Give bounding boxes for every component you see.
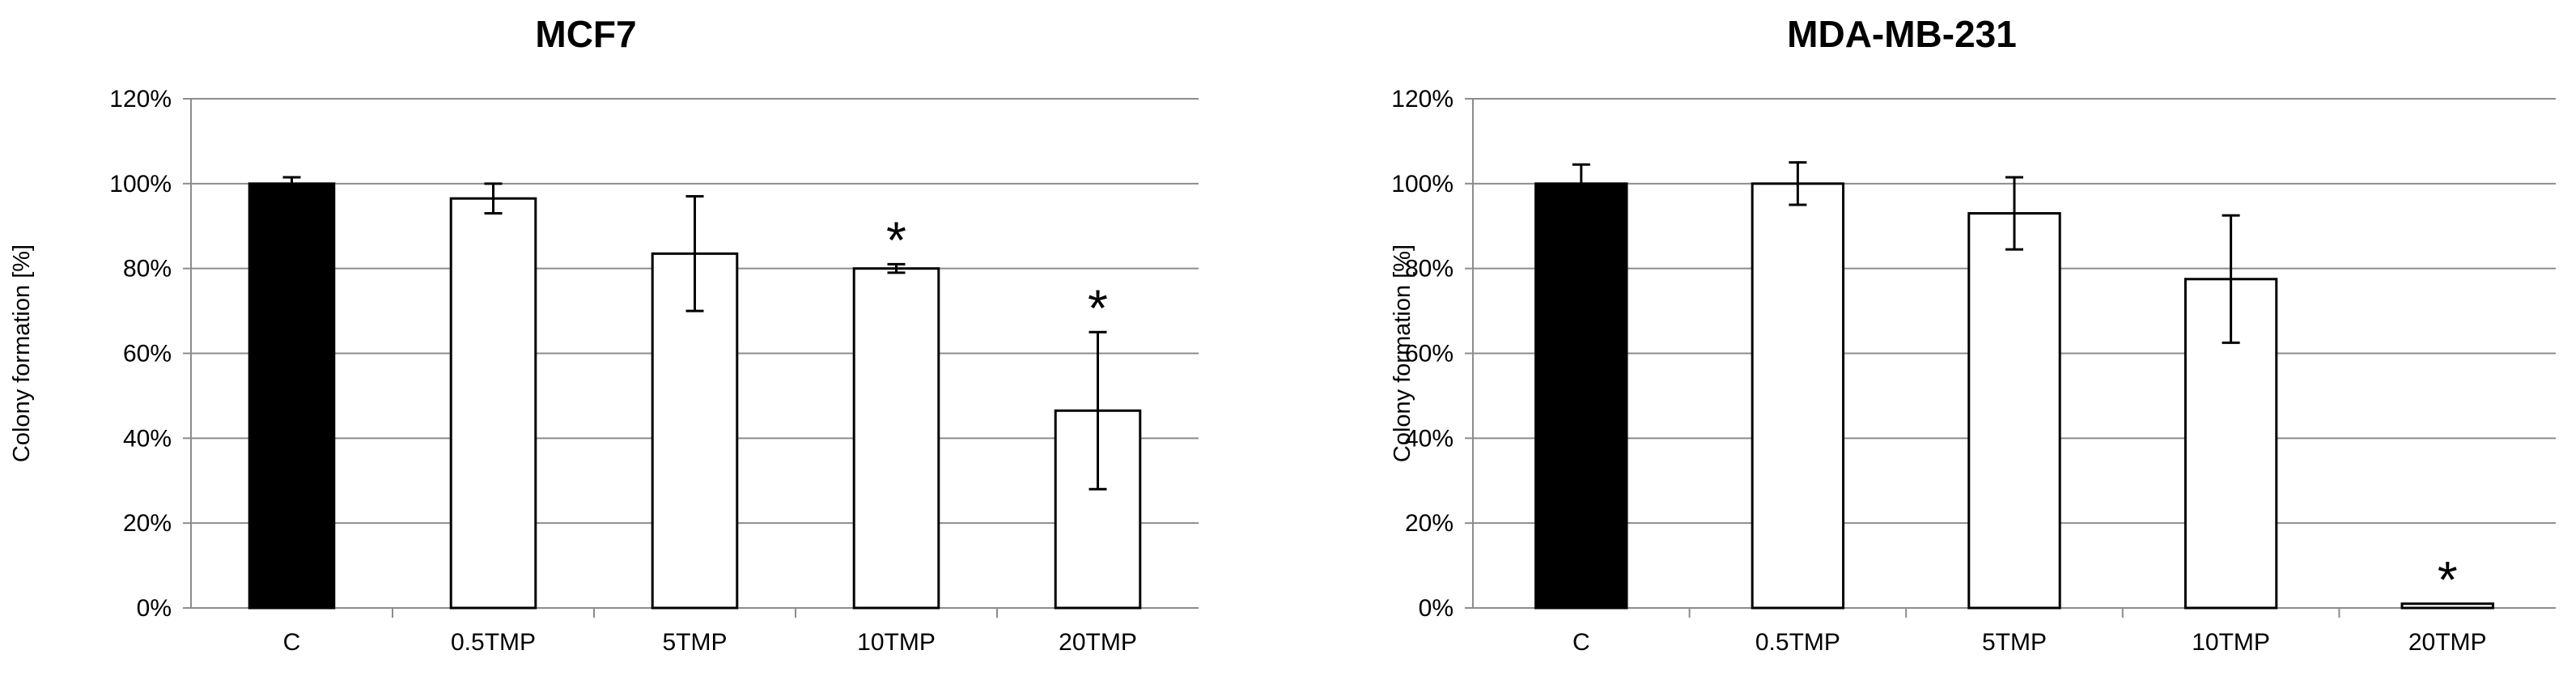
bar-0.5tmp bbox=[449, 197, 537, 610]
y-tick-label: 0% bbox=[1419, 595, 1454, 622]
bar-5tmp bbox=[651, 252, 739, 610]
chart-title: MDA-MB-231 bbox=[1787, 13, 2017, 55]
significance-marker: * bbox=[886, 210, 906, 269]
y-tick-label: 20% bbox=[123, 510, 172, 537]
bar-20tmp bbox=[2400, 602, 2494, 610]
x-tick-label: 5TMP bbox=[662, 629, 727, 656]
x-tick-label: C bbox=[283, 629, 301, 656]
significance-marker: * bbox=[2438, 550, 2458, 609]
x-tick-label: 10TMP bbox=[2192, 629, 2270, 656]
bar-0.5tmp bbox=[1751, 182, 1845, 610]
bar-c bbox=[1534, 182, 1628, 610]
chart-mda-mb-231: MDA-MB-231 0% 20% 40% 60% 80% 100% 120% Colony f… bbox=[1390, 13, 2556, 656]
x-tick-label: 20TMP bbox=[2408, 629, 2487, 656]
bar-10tmp bbox=[852, 267, 940, 610]
bar-5tmp bbox=[1967, 212, 2061, 610]
y-tick-label: 100% bbox=[1391, 171, 1454, 198]
y-axis-label: Colony formation [%] bbox=[1390, 244, 1415, 462]
x-tick-label: 0.5TMP bbox=[451, 629, 536, 656]
x-tick-label: 0.5TMP bbox=[1755, 629, 1840, 656]
y-tick-label: 120% bbox=[109, 86, 172, 113]
y-axis-label: Colony formation [%] bbox=[9, 244, 35, 462]
x-tick-label: C bbox=[1572, 629, 1590, 656]
y-tick-label: 60% bbox=[123, 341, 172, 368]
y-tick-label: 80% bbox=[123, 256, 172, 283]
x-tick-label: 10TMP bbox=[857, 629, 936, 656]
y-tick-label: 40% bbox=[123, 425, 172, 452]
y-tick-label: 0% bbox=[137, 595, 172, 622]
chart-title: MCF7 bbox=[535, 13, 636, 55]
y-tick-label: 120% bbox=[1391, 86, 1454, 113]
x-tick-label: 5TMP bbox=[1982, 629, 2047, 656]
significance-marker: * bbox=[1088, 278, 1108, 337]
y-tick-label: 60% bbox=[1405, 341, 1454, 368]
y-tick-label: 20% bbox=[1405, 510, 1454, 537]
x-tick-label: 20TMP bbox=[1059, 629, 1137, 656]
y-tick-label: 100% bbox=[109, 171, 172, 198]
y-tick-label: 40% bbox=[1405, 425, 1454, 452]
bar-c bbox=[248, 182, 336, 610]
chart-mcf7: MCF7 0% 20% 40% 60% 80% 100% 120% Colony formati… bbox=[9, 13, 1199, 656]
y-tick-label: 80% bbox=[1405, 256, 1454, 283]
